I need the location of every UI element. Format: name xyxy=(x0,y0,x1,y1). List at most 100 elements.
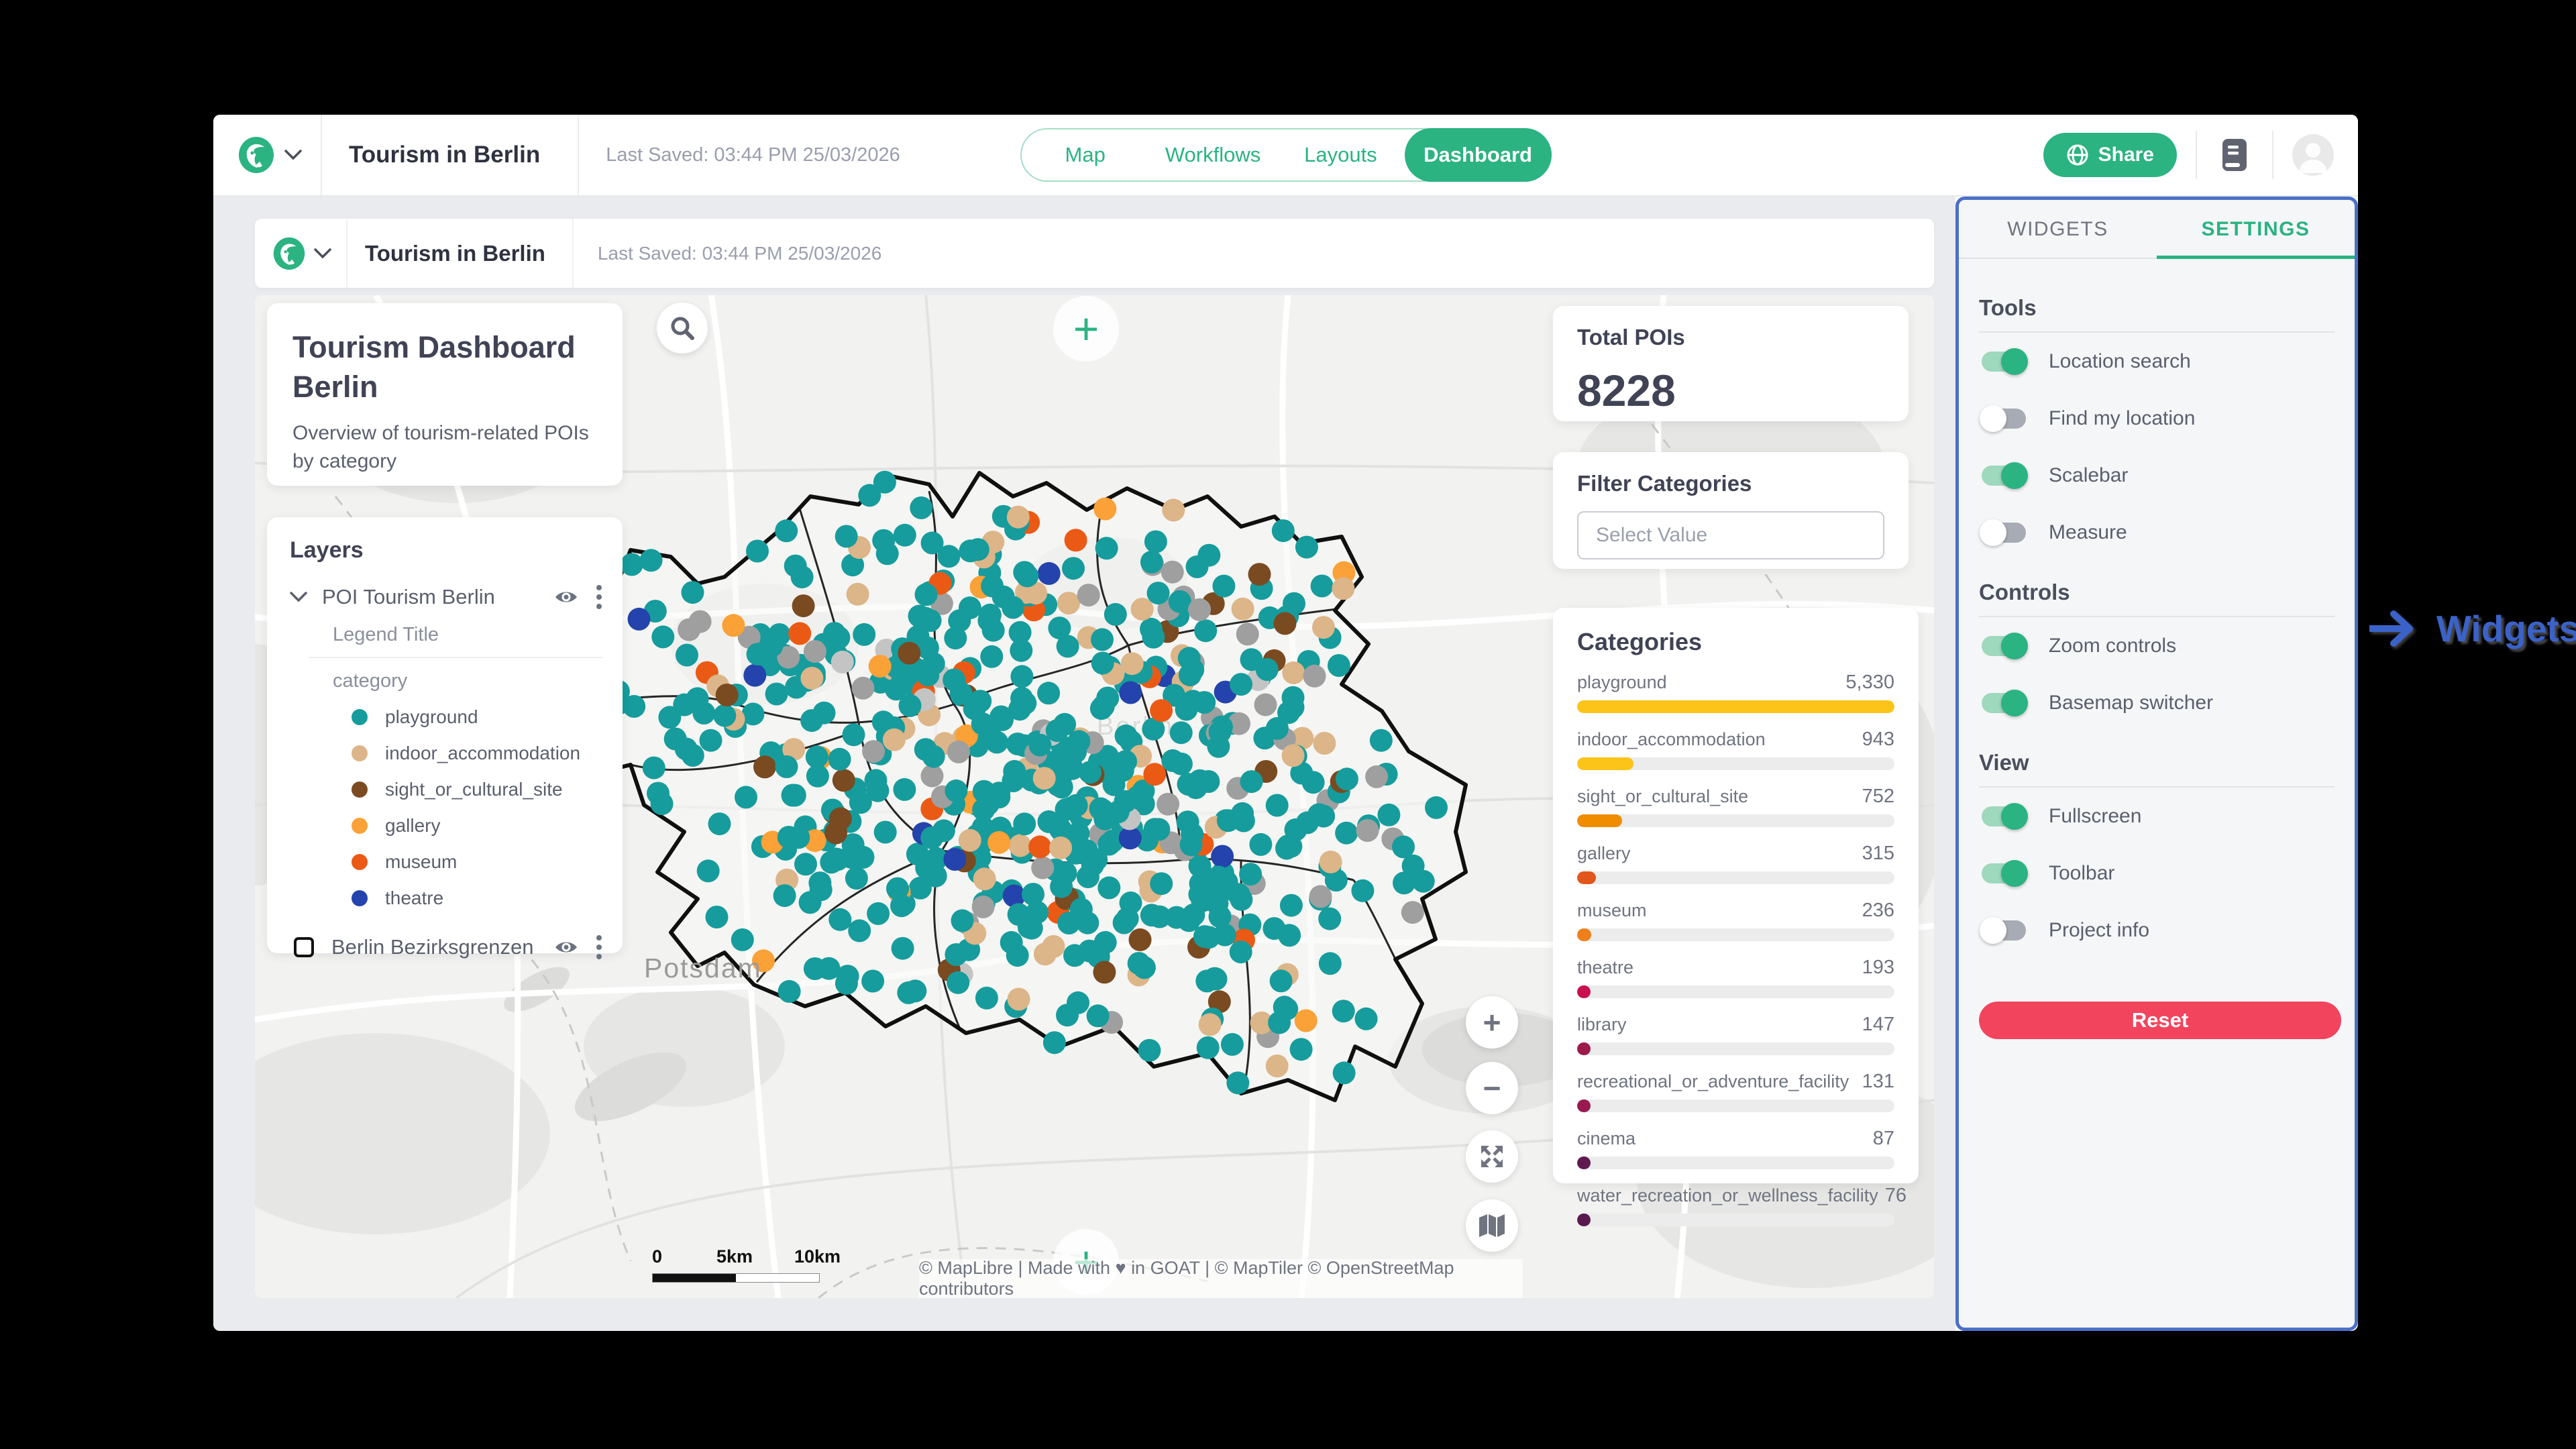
project-menu[interactable] xyxy=(213,115,322,195)
category-row[interactable]: gallery 315 xyxy=(1577,843,1894,884)
toggle-knob xyxy=(1980,916,2006,944)
category-bar-fill xyxy=(1577,1214,1591,1226)
divider xyxy=(1979,331,2334,333)
toggle-knob xyxy=(1980,405,2006,432)
category-bar-track xyxy=(1577,1042,1894,1055)
toggle-switch[interactable] xyxy=(1982,859,2028,887)
category-row[interactable]: theatre 193 xyxy=(1577,957,1894,998)
dashboard-card-title: Tourism Dashboard Berlin xyxy=(292,330,576,405)
toggle-knob xyxy=(2001,689,2028,716)
legend-label: gallery xyxy=(385,815,441,836)
plus-icon: + xyxy=(1073,304,1099,354)
toggle-switch[interactable] xyxy=(1982,689,2028,716)
legend-item: museum xyxy=(352,844,602,880)
panel-tabs: WIDGETS SETTINGS xyxy=(1959,200,2355,259)
divider xyxy=(1979,616,2334,617)
tab-workflows[interactable]: Workflows xyxy=(1165,143,1261,166)
category-bar-track xyxy=(1577,757,1894,770)
legend-color-dot xyxy=(352,709,368,725)
category-value: 315 xyxy=(1862,843,1894,864)
toggle-label: Fullscreen xyxy=(2049,804,2142,827)
dashboard-title: Tourism in Berlin xyxy=(365,240,545,266)
category-row[interactable]: water_recreation_or_wellness_facility 76 xyxy=(1577,1185,1907,1226)
user-avatar[interactable] xyxy=(2292,134,2334,176)
project-title-cell: Tourism in Berlin xyxy=(322,115,580,195)
tab-layouts[interactable]: Layouts xyxy=(1304,143,1377,166)
documentation-button[interactable] xyxy=(2216,136,2253,174)
location-search-button[interactable] xyxy=(657,303,708,354)
layer-name: POI Tourism Berlin xyxy=(322,585,495,608)
divider xyxy=(2196,131,2197,179)
map-canvas[interactable]: Berlin Potsdam Tourism Dashboard Berlin … xyxy=(255,295,1934,1298)
layers-panel: Layers POI Tourism Berlin Legend Title c… xyxy=(267,517,623,959)
filter-select[interactable]: Select Value xyxy=(1577,511,1884,559)
category-row[interactable]: sight_or_cultural_site 752 xyxy=(1577,786,1894,827)
category-row[interactable]: cinema 87 xyxy=(1577,1128,1894,1169)
share-button[interactable]: Share xyxy=(2043,133,2177,177)
category-bar-track xyxy=(1577,871,1894,884)
chevron-down-icon[interactable] xyxy=(290,592,307,602)
category-row[interactable]: indoor_accommodation 943 xyxy=(1577,729,1894,770)
category-bar-fill xyxy=(1577,814,1622,827)
eye-icon[interactable] xyxy=(554,589,578,605)
app-window: Tourism in Berlin Last Saved: 03:44 PM 2… xyxy=(213,115,2358,1331)
add-widget-button-top[interactable]: + xyxy=(1053,296,1119,362)
toggle-row-project-info: Project info xyxy=(1979,902,2334,959)
main-content: Tourism in Berlin Last Saved: 03:44 PM 2… xyxy=(213,197,2358,1331)
category-value: 131 xyxy=(1862,1071,1894,1092)
kebab-menu-icon[interactable] xyxy=(596,584,602,610)
layer-row-poi[interactable]: POI Tourism Berlin xyxy=(290,584,602,610)
tab-dashboard[interactable]: Dashboard xyxy=(1404,128,1552,182)
toggle-row-find-my-location: Find my location xyxy=(1979,390,2334,447)
tab-widgets[interactable]: WIDGETS xyxy=(2007,218,2108,240)
settings-group-heading: Controls xyxy=(1979,580,2070,604)
tab-map[interactable]: Map xyxy=(1065,143,1106,166)
dashboard-preview: Tourism in Berlin Last Saved: 03:44 PM 2… xyxy=(213,197,1955,1331)
category-value: 943 xyxy=(1862,729,1894,750)
eye-icon[interactable] xyxy=(554,939,578,955)
scalebar-10km: 10km xyxy=(794,1246,841,1267)
tab-settings[interactable]: SETTINGS xyxy=(2201,218,2310,240)
toggle-switch[interactable] xyxy=(1980,405,2026,432)
legend-title: Legend Title xyxy=(333,624,439,645)
category-row[interactable]: museum 236 xyxy=(1577,900,1894,941)
toggle-switch[interactable] xyxy=(1982,462,2028,489)
toggle-switch[interactable] xyxy=(1982,802,2028,830)
categories-heading: Categories xyxy=(1577,628,1703,655)
toggle-label: Scalebar xyxy=(2049,464,2129,486)
category-name: cinema xyxy=(1577,1128,1636,1148)
toggle-knob xyxy=(1980,519,2006,546)
zoom-out-button[interactable]: − xyxy=(1466,1062,1518,1114)
goat-logo-icon xyxy=(239,137,274,173)
fullscreen-button[interactable] xyxy=(1466,1130,1518,1183)
category-value: 76 xyxy=(1884,1185,1907,1206)
widgets-annotation: Widgets xyxy=(2367,607,2576,650)
toggle-switch[interactable] xyxy=(1982,347,2028,375)
toggle-switch[interactable] xyxy=(1982,632,2028,659)
layer-row-bezirksgrenzen[interactable]: Berlin Bezirksgrenzen xyxy=(290,934,602,961)
toggle-switch[interactable] xyxy=(1980,916,2026,944)
toggle-switch[interactable] xyxy=(1980,519,2026,546)
legend-item: gallery xyxy=(352,808,602,844)
category-row[interactable]: recreational_or_adventure_facility 131 xyxy=(1577,1071,1894,1112)
reset-button[interactable]: Reset xyxy=(1979,1002,2341,1039)
category-row[interactable]: library 147 xyxy=(1577,1014,1894,1055)
chevron-down-icon[interactable] xyxy=(314,248,331,259)
zoom-in-button[interactable]: + xyxy=(1466,996,1518,1049)
category-value: 87 xyxy=(1872,1128,1894,1149)
divider xyxy=(1979,786,2334,788)
kebab-menu-icon[interactable] xyxy=(596,934,602,961)
book-icon xyxy=(2222,139,2247,171)
legend-label: indoor_accommodation xyxy=(385,743,581,763)
settings-panel: WIDGETS SETTINGS Tools Location search Fin… xyxy=(1955,197,2358,1331)
legend-label: playground xyxy=(385,706,478,727)
category-row[interactable]: playground 5,330 xyxy=(1577,672,1894,713)
layer-checkbox[interactable] xyxy=(294,937,314,957)
category-bar-track xyxy=(1577,1214,1894,1226)
category-value: 236 xyxy=(1862,900,1894,921)
basemap-switcher-button[interactable] xyxy=(1466,1199,1518,1252)
category-bar-track xyxy=(1577,814,1894,827)
toggle-label: Measure xyxy=(2049,521,2127,543)
category-bar-fill xyxy=(1577,871,1596,884)
